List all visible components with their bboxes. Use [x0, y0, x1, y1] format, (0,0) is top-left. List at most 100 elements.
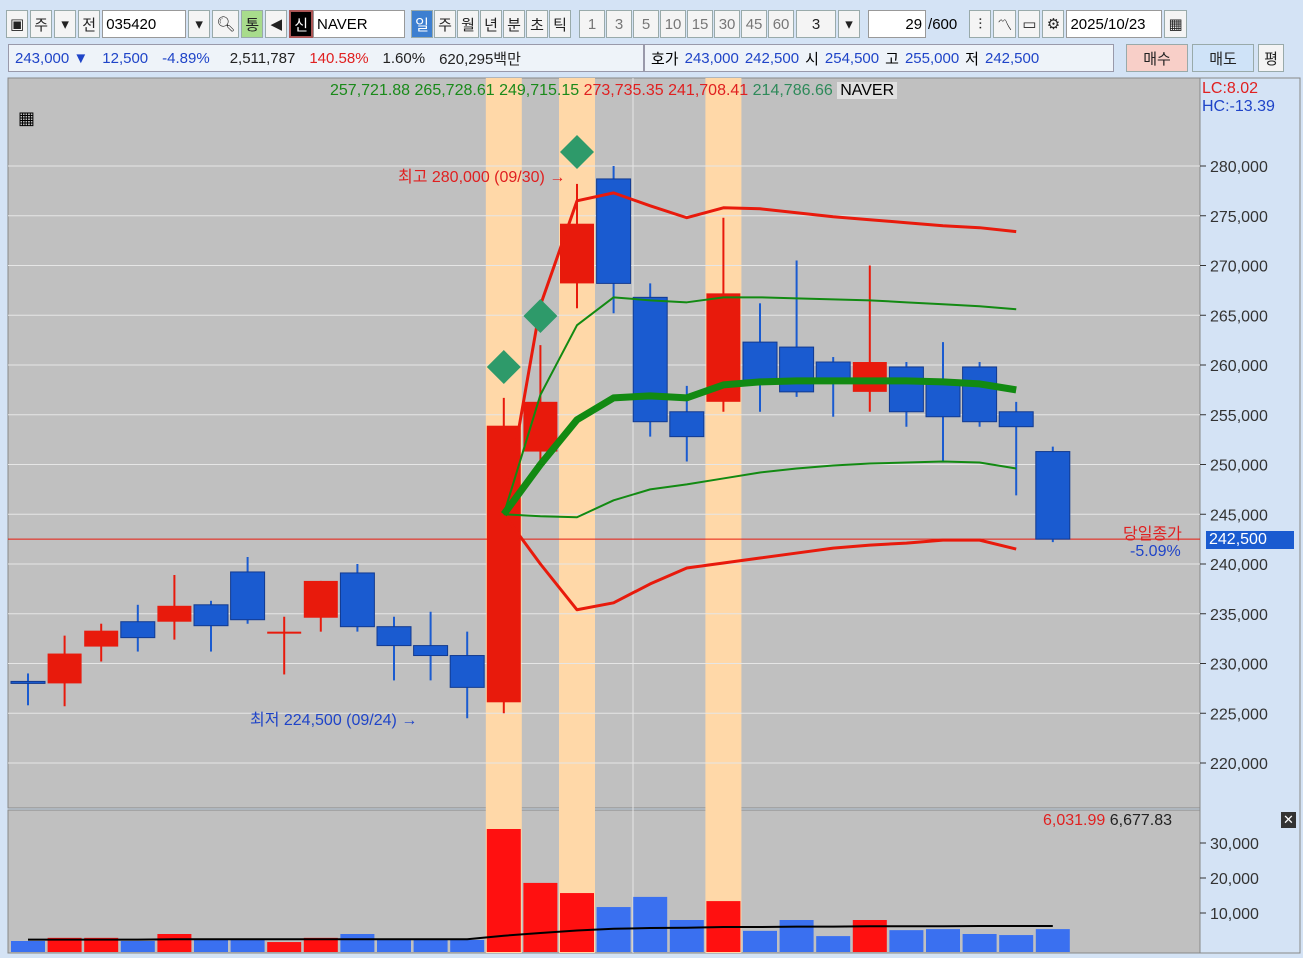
code-input[interactable]: 035420 — [102, 10, 187, 38]
new-button[interactable]: 신 — [289, 10, 314, 38]
candle-body — [157, 605, 192, 622]
line-add-icon[interactable]: 〽 — [993, 10, 1017, 38]
candle-body — [523, 401, 558, 452]
layout-icon[interactable]: ▣ — [6, 10, 29, 38]
buy-button[interactable]: 매수 — [1126, 44, 1188, 72]
candle-add-icon[interactable]: ⫶ — [969, 10, 992, 38]
market-select[interactable]: 주 — [30, 10, 53, 38]
candle-body — [888, 366, 924, 413]
volume-legend: 6,031.99 6,677.83 — [1043, 812, 1173, 829]
high-label: 고 — [885, 50, 899, 68]
close-pane-icon[interactable]: ✕ — [1281, 812, 1296, 828]
y-tick-label: 270,000 — [1210, 259, 1268, 276]
period-tab[interactable]: 틱 — [549, 10, 572, 38]
interval-tab[interactable]: 5 — [633, 10, 660, 38]
candle-body — [47, 653, 82, 684]
volume-bar — [120, 941, 155, 952]
candle-body — [120, 621, 156, 639]
volume-bar — [962, 934, 997, 952]
volume-bar — [194, 939, 228, 952]
count-input[interactable]: 29 — [868, 10, 927, 38]
volume-bar — [11, 941, 45, 952]
interval-input[interactable]: 3 — [796, 10, 837, 38]
turnover: 1.60% — [382, 49, 426, 67]
volume-bar — [852, 920, 887, 952]
y-tick-label: 255,000 — [1210, 408, 1268, 425]
volume-ma-line — [28, 924, 1053, 941]
signal-marker — [523, 299, 558, 333]
avg-button[interactable]: 평 — [1258, 44, 1284, 72]
envelope-lower — [502, 513, 1017, 612]
period-tab[interactable]: 일 — [411, 10, 434, 38]
interval-tab[interactable]: 45 — [741, 10, 768, 38]
high-price: 255,000 — [904, 49, 960, 67]
volume-bar — [413, 939, 448, 952]
close-label: 당일종가 — [1123, 526, 1182, 543]
y-tick-label: 225,000 — [1210, 706, 1268, 723]
search-icon[interactable]: 🔍︎ — [212, 10, 240, 38]
sell-button[interactable]: 매도 — [1192, 44, 1254, 72]
low-annotation: 최저 224,500 (09/24) → — [250, 712, 418, 729]
dropdown-icon[interactable]: ▾ — [54, 10, 77, 38]
hc-value: HC:-13.39 — [1202, 98, 1275, 115]
ma-thick — [500, 377, 1017, 517]
candle-body — [84, 630, 119, 647]
gear-icon[interactable]: ⚙ — [1042, 10, 1065, 38]
name-field[interactable]: NAVER — [313, 10, 406, 38]
name-value: NAVER — [317, 15, 368, 33]
grid-icon[interactable]: ▦ — [18, 108, 36, 128]
candle-body — [1035, 451, 1071, 540]
interval-tab[interactable]: 1 — [579, 10, 606, 38]
save-icon[interactable]: ▭ — [1018, 10, 1041, 38]
current-price: 243,000 ▼ — [15, 49, 89, 67]
interval-tab[interactable]: 3 — [606, 10, 633, 38]
period-tab[interactable]: 분 — [503, 10, 526, 38]
code-dropdown-icon[interactable]: ▾ — [188, 10, 211, 38]
calendar-icon[interactable]: ▦ — [1164, 10, 1187, 38]
all-label: 전 — [82, 16, 97, 34]
candle-body — [10, 680, 46, 684]
market-label: 주 — [34, 16, 49, 34]
buy-label: 매수 — [1143, 50, 1171, 68]
y-tick-label: 230,000 — [1210, 657, 1268, 674]
volume-bar — [1035, 929, 1070, 952]
candle-body — [742, 341, 778, 383]
interval-tab[interactable]: 30 — [714, 10, 741, 38]
interval-tab[interactable]: 60 — [768, 10, 795, 38]
volume-tick-label: 10,000 — [1210, 906, 1259, 923]
volume: 2,511,787 — [229, 49, 296, 67]
interval-dropdown-icon[interactable]: ▾ — [838, 10, 861, 38]
code-value: 035420 — [106, 15, 157, 33]
candle-body — [230, 571, 266, 621]
envelope-upper — [502, 191, 1017, 515]
volume-bar — [230, 939, 265, 952]
quote-bar: 243,000 ▼ 12,500 -4.89% 2,511,787 140.58… — [8, 44, 1284, 72]
low-price: 242,500 — [984, 49, 1040, 67]
all-button[interactable]: 전 — [78, 10, 101, 38]
candle-body — [925, 381, 961, 418]
bid-price: 242,500 — [744, 49, 800, 67]
open-label: 시 — [805, 50, 819, 68]
period-tab[interactable]: 월 — [457, 10, 480, 38]
volume-bar — [340, 934, 375, 952]
y-tick-label: 265,000 — [1210, 308, 1268, 325]
period-tab[interactable]: 초 — [526, 10, 549, 38]
candle-body — [267, 631, 302, 634]
interval-tab[interactable]: 15 — [687, 10, 714, 38]
close-value-tag: 242,500 — [1206, 531, 1294, 549]
interval-tabs: 1 3 5 10 15 30 45 60 — [579, 10, 795, 38]
bid-label: 호가 — [651, 50, 679, 68]
y-tick-label: 245,000 — [1210, 507, 1268, 524]
date-input[interactable]: 2025/10/23 — [1066, 10, 1163, 38]
interval-tab[interactable]: 10 — [660, 10, 687, 38]
volume-bar — [450, 939, 485, 952]
speaker-icon[interactable]: ◀︎ — [265, 10, 288, 38]
volume-bar — [47, 937, 82, 952]
total-button[interactable]: 통 — [241, 10, 264, 38]
period-tab[interactable]: 년 — [480, 10, 503, 38]
high-annotation: 최고 280,000 (09/30) → — [398, 169, 566, 186]
period-tab[interactable]: 주 — [434, 10, 457, 38]
volume-bar — [523, 882, 558, 952]
volume-bar — [377, 939, 411, 952]
